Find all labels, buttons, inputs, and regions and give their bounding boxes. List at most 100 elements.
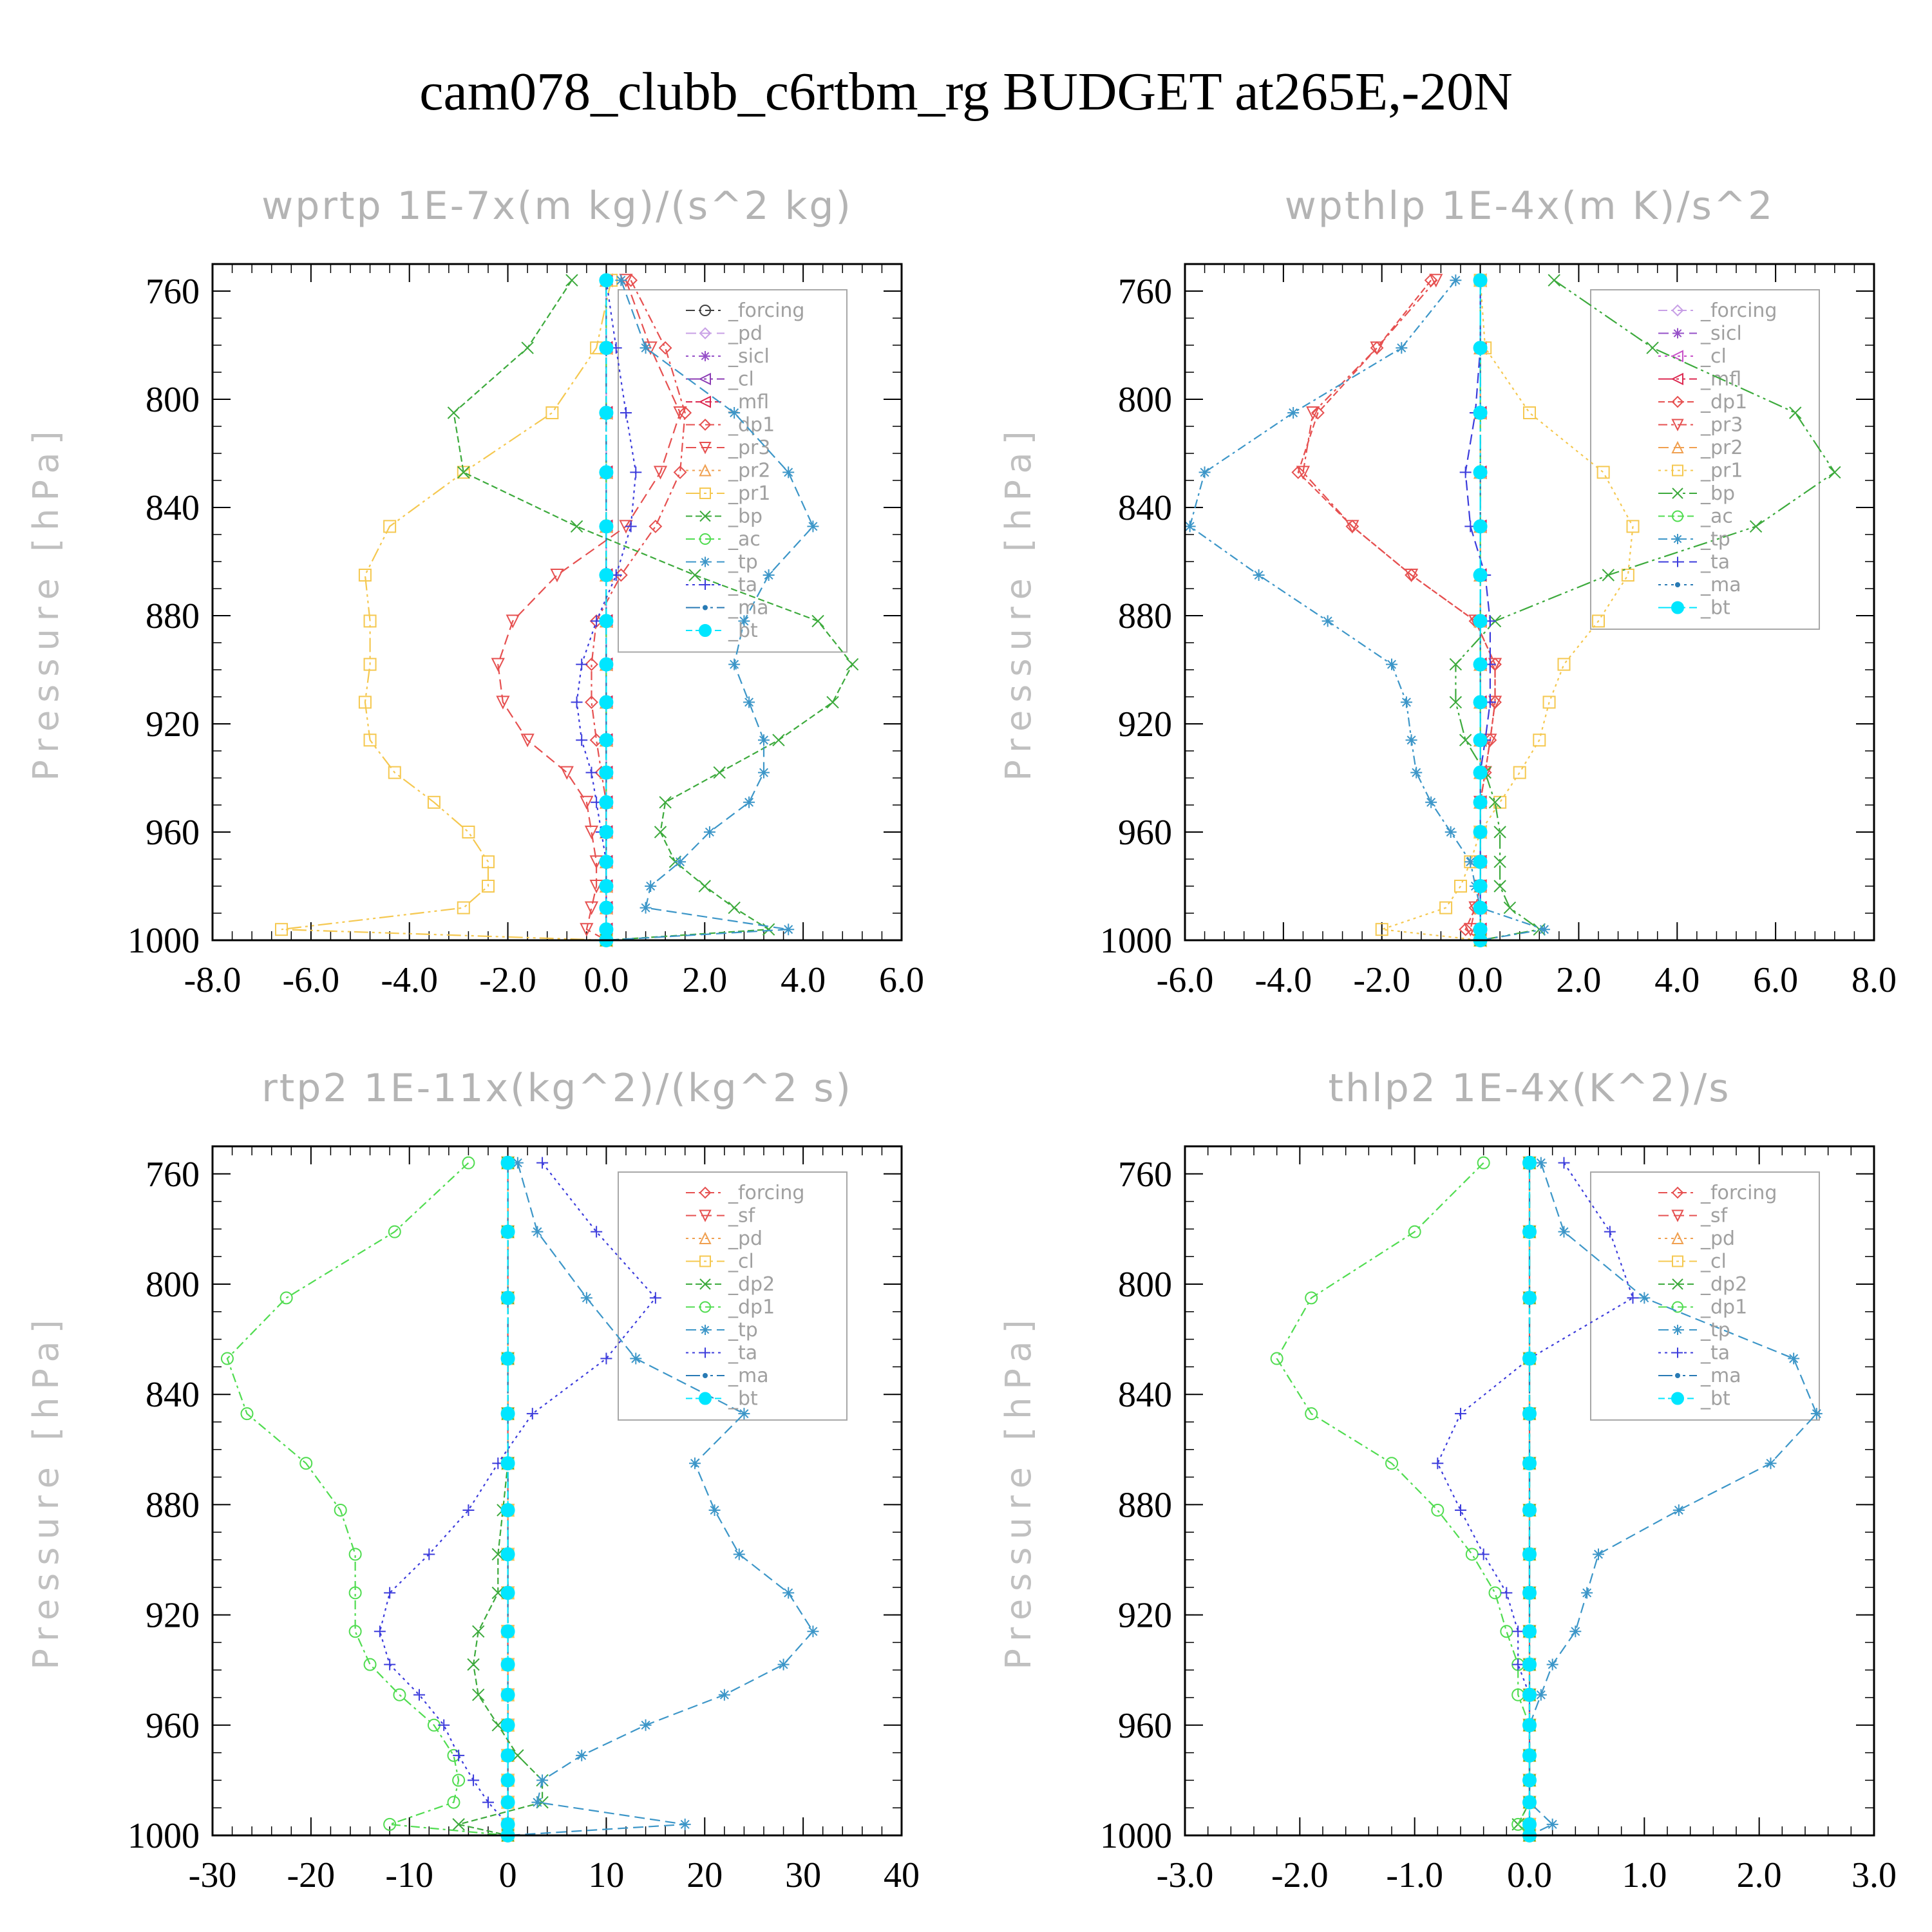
y-tick-label: 800 <box>146 380 200 420</box>
y-tick-label: 960 <box>146 1706 200 1746</box>
series-marker <box>496 696 510 710</box>
series-marker <box>1522 1748 1537 1763</box>
legend-label: _tp <box>1700 528 1730 551</box>
series-marker <box>1454 880 1467 893</box>
legend-label: _ta <box>1700 1342 1730 1365</box>
series-marker <box>1408 1225 1421 1238</box>
x-tick-label: 40 <box>884 1855 920 1895</box>
series-marker <box>1522 1773 1537 1788</box>
legend-label: _bt <box>1700 1388 1730 1410</box>
series-marker <box>1501 1587 1513 1599</box>
series-marker <box>599 657 614 672</box>
series-marker <box>511 1157 524 1169</box>
series-marker <box>1672 1504 1685 1516</box>
series-marker <box>728 407 741 419</box>
legend-label: _pd <box>728 1227 762 1250</box>
x-tick-label: 6.0 <box>1753 960 1798 1000</box>
series-marker <box>1522 1795 1537 1810</box>
series-marker <box>599 568 614 582</box>
series-marker <box>620 407 632 419</box>
series-marker <box>427 795 440 809</box>
series-marker <box>1459 922 1473 936</box>
y-axis-label: Pressure [hPa] <box>26 423 66 781</box>
series-marker <box>700 351 710 361</box>
series-marker <box>1473 568 1488 582</box>
series-bt <box>1473 273 1488 947</box>
series-marker <box>639 902 652 914</box>
series-marker <box>275 923 288 936</box>
series-marker <box>1592 614 1605 628</box>
series-marker <box>728 901 741 914</box>
series-marker <box>1464 856 1477 868</box>
series-marker <box>1671 1209 1684 1222</box>
series-marker <box>673 406 687 421</box>
legend-label: _ma <box>1700 1365 1741 1387</box>
y-tick-label: 880 <box>1118 1485 1172 1525</box>
legend-label: _dp1 <box>1700 391 1747 413</box>
series-marker <box>807 1625 819 1638</box>
x-tick-label: 3.0 <box>1852 1855 1897 1895</box>
series-marker <box>718 1689 730 1701</box>
series-marker <box>1672 488 1683 499</box>
legend-label: _ac <box>1700 506 1733 528</box>
series-marker <box>688 569 701 582</box>
series-marker <box>698 880 711 893</box>
series-marker <box>1198 466 1211 478</box>
series-marker <box>1522 1547 1537 1562</box>
series-line <box>1302 279 1496 941</box>
series-marker <box>457 466 470 479</box>
legend-label: _sicl <box>728 345 770 368</box>
y-tick-label: 880 <box>1118 596 1172 636</box>
series-marker <box>1270 1352 1283 1365</box>
series-marker <box>1548 274 1560 287</box>
legend-label: _pr1 <box>728 482 770 505</box>
series-marker <box>772 734 785 746</box>
legend-label: _dp1 <box>1700 1296 1747 1319</box>
series-marker <box>1473 273 1488 288</box>
series-marker <box>777 1658 790 1671</box>
series-marker <box>1646 341 1659 354</box>
legend-label: _ac <box>728 528 761 551</box>
series-marker <box>1596 466 1610 479</box>
series-marker <box>413 1689 425 1701</box>
series-marker <box>599 855 614 869</box>
x-tick-label: -3.0 <box>1157 1855 1214 1895</box>
series-marker <box>1473 855 1488 869</box>
series-bt <box>1522 1155 1537 1842</box>
series-marker <box>334 1503 347 1517</box>
x-tick-label: -1.0 <box>1386 1855 1443 1895</box>
series-marker <box>1535 1689 1547 1701</box>
series-marker <box>447 1795 460 1809</box>
legend-label: _cl <box>728 368 754 391</box>
series-marker <box>654 826 667 838</box>
series-dp1 <box>220 1156 515 1842</box>
series-marker <box>1253 569 1265 581</box>
series-marker <box>674 856 687 868</box>
series-marker <box>1672 1347 1683 1358</box>
series-marker <box>699 1231 712 1244</box>
series-marker <box>1429 274 1443 288</box>
y-tick-label: 840 <box>146 488 200 528</box>
series-marker <box>624 273 638 287</box>
legend-label: _pr1 <box>1700 460 1743 482</box>
x-tick-label: 20 <box>687 1855 723 1895</box>
series-marker <box>585 658 598 672</box>
series-marker <box>1810 1408 1823 1420</box>
series-marker <box>699 419 712 431</box>
series-marker <box>699 1255 711 1267</box>
series-marker <box>1473 900 1488 915</box>
series-marker <box>585 766 598 779</box>
x-tick-label: 0 <box>499 1855 517 1895</box>
series-marker <box>584 901 599 915</box>
series-marker <box>599 795 614 810</box>
legend-label: _pr3 <box>728 437 770 459</box>
x-tick-label: 0.0 <box>1507 1855 1552 1895</box>
series-marker <box>388 1225 401 1238</box>
series-marker <box>1558 1226 1570 1238</box>
series-marker <box>699 1186 712 1199</box>
legend-label: _ma <box>728 597 769 620</box>
y-tick-label: 920 <box>146 1596 200 1636</box>
series-marker <box>1512 1658 1524 1671</box>
series-marker <box>500 1718 515 1732</box>
series-marker <box>500 1456 515 1471</box>
